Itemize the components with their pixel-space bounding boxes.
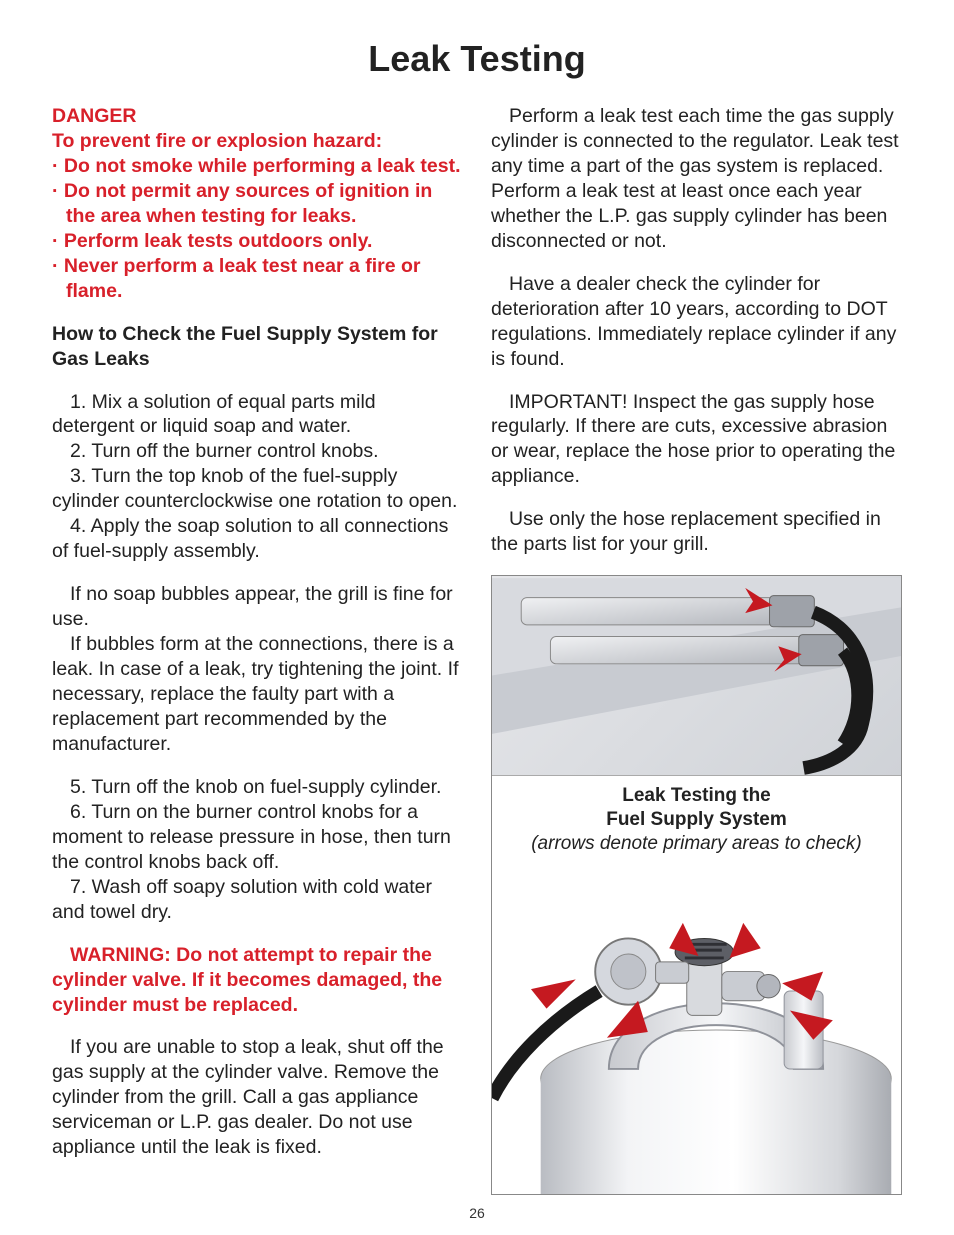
step-7: 7. Wash off soapy solution with cold wat…: [52, 875, 463, 925]
followup-para: If you are unable to stop a leak, shut o…: [52, 1035, 463, 1160]
danger-item: Never perform a leak test near a fire or…: [52, 254, 463, 304]
danger-item: Do not smoke while performing a leak tes…: [52, 154, 463, 179]
danger-sub: To prevent fire or explosion hazard:: [52, 129, 463, 154]
page-title: Leak Testing: [52, 38, 902, 80]
figure-sub: (arrows denote primary areas to check): [522, 832, 871, 856]
figure-title-2: Fuel Supply System: [522, 808, 871, 832]
left-column: DANGER To prevent fire or explosion haza…: [52, 104, 463, 1195]
warning-block: WARNING: Do not attempt to repair the cy…: [52, 943, 463, 1018]
right-para-2: Have a dealer check the cylinder for det…: [491, 272, 902, 372]
howto-heading: How to Check the Fuel Supply System for …: [52, 322, 463, 372]
right-para-1: Perform a leak test each time the gas su…: [491, 104, 902, 254]
note-no-bubbles: If no soap bubbles appear, the grill is …: [52, 582, 463, 632]
figure-wrap: Leak Testing the Fuel Supply System (arr…: [491, 575, 902, 1195]
hose-connection-illustration: [492, 576, 901, 775]
danger-item: Perform leak tests outdoors only.: [52, 229, 463, 254]
figure-top-panel: [492, 576, 901, 776]
danger-item: Do not permit any sources of ignition in…: [52, 179, 463, 229]
note-bubbles: If bubbles form at the connections, ther…: [52, 632, 463, 757]
figure-title-1: Leak Testing the: [522, 784, 871, 808]
right-para-3: IMPORTANT! Inspect the gas supply hose r…: [491, 390, 902, 490]
cylinder-illustration: [492, 860, 901, 1196]
figure-caption: Leak Testing the Fuel Supply System (arr…: [492, 776, 901, 859]
right-para-4: Use only the hose replacement specified …: [491, 507, 902, 557]
step-2: 2. Turn off the burner control knobs.: [52, 439, 463, 464]
two-column-layout: DANGER To prevent fire or explosion haza…: [52, 104, 902, 1195]
danger-list: Do not smoke while performing a leak tes…: [52, 154, 463, 304]
danger-block: DANGER To prevent fire or explosion haza…: [52, 104, 463, 304]
arrow-icon: [730, 922, 761, 957]
step-6: 6. Turn on the burner control knobs for …: [52, 800, 463, 875]
step-1: 1. Mix a solution of equal parts mild de…: [52, 390, 463, 440]
step-5: 5. Turn off the knob on fuel-supply cyli…: [52, 775, 463, 800]
danger-heading: DANGER: [52, 104, 463, 129]
arrow-icon: [607, 1000, 648, 1037]
step-3: 3. Turn the top knob of the fuel-supply …: [52, 464, 463, 514]
page-number: 26: [0, 1205, 954, 1221]
figure-bottom-panel: [492, 860, 901, 1196]
right-column: Perform a leak test each time the gas su…: [491, 104, 902, 1195]
step-4: 4. Apply the soap solution to all connec…: [52, 514, 463, 564]
